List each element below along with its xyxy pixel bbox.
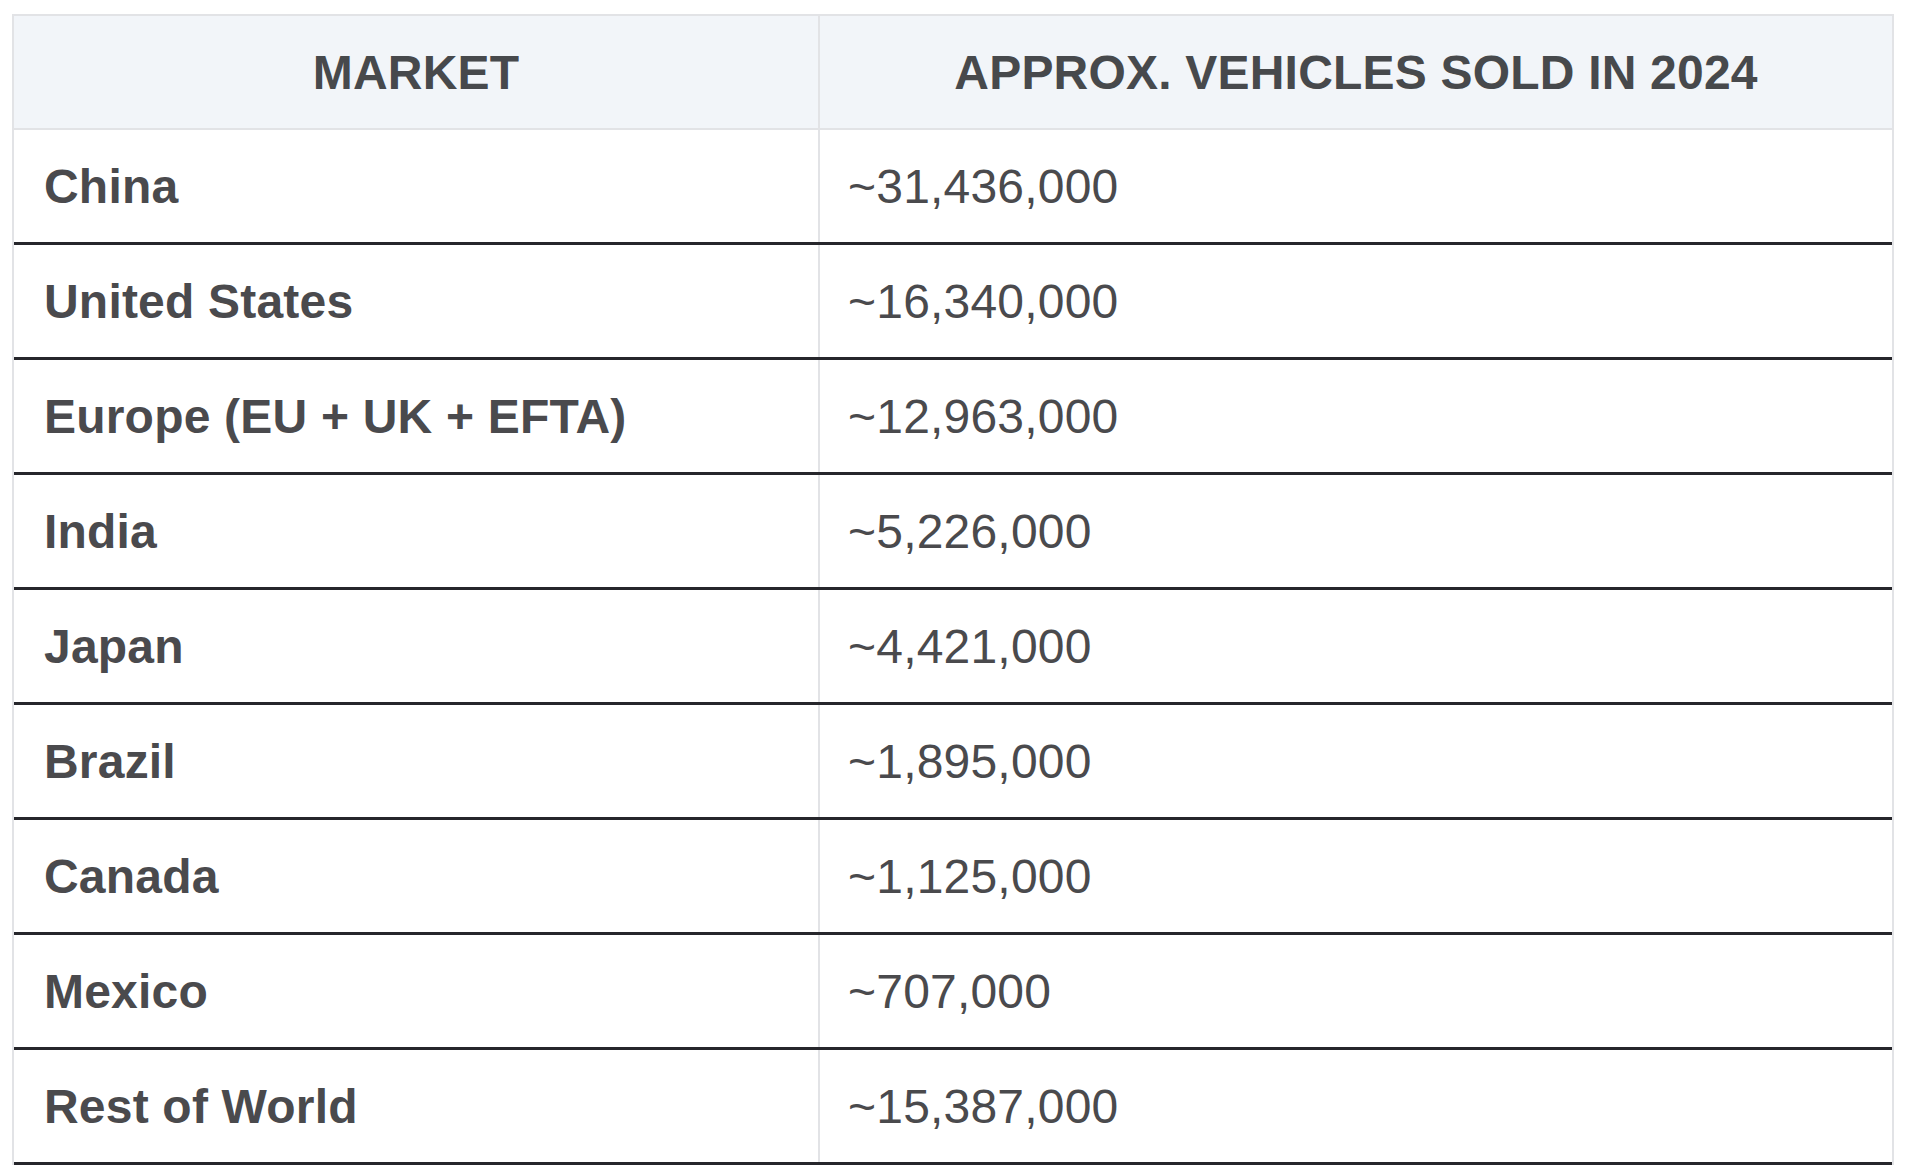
market-cell: Rest of World [14,1050,820,1162]
vehicles-sold-cell: ~1,895,000 [820,705,1892,817]
table-header-row: MARKET APPROX. VEHICLES SOLD IN 2024 [14,16,1892,130]
column-header-vehicles-sold: APPROX. VEHICLES SOLD IN 2024 [820,16,1892,128]
market-cell: Brazil [14,705,820,817]
table-row: Europe (EU + UK + EFTA) ~12,963,000 [14,360,1892,475]
market-cell: United States [14,245,820,357]
vehicles-sold-cell: ~1,125,000 [820,820,1892,932]
market-cell: Mexico [14,935,820,1047]
table-row: United States ~16,340,000 [14,245,1892,360]
market-cell: Canada [14,820,820,932]
vehicles-sold-cell: ~31,436,000 [820,130,1892,242]
vehicle-sales-table: MARKET APPROX. VEHICLES SOLD IN 2024 Chi… [12,14,1894,1165]
table-row: Mexico ~707,000 [14,935,1892,1050]
vehicles-sold-cell: ~12,963,000 [820,360,1892,472]
table-row: Japan ~4,421,000 [14,590,1892,705]
vehicles-sold-cell: ~707,000 [820,935,1892,1047]
market-cell: India [14,475,820,587]
vehicles-sold-cell: ~15,387,000 [820,1050,1892,1162]
market-cell: China [14,130,820,242]
market-cell: Europe (EU + UK + EFTA) [14,360,820,472]
market-cell: Japan [14,590,820,702]
table-row: Canada ~1,125,000 [14,820,1892,935]
table-row: China ~31,436,000 [14,130,1892,245]
vehicles-sold-cell: ~5,226,000 [820,475,1892,587]
column-header-market: MARKET [14,16,820,128]
table-row: Rest of World ~15,387,000 [14,1050,1892,1165]
vehicles-sold-cell: ~4,421,000 [820,590,1892,702]
table-row: India ~5,226,000 [14,475,1892,590]
vehicles-sold-cell: ~16,340,000 [820,245,1892,357]
table-row: Brazil ~1,895,000 [14,705,1892,820]
